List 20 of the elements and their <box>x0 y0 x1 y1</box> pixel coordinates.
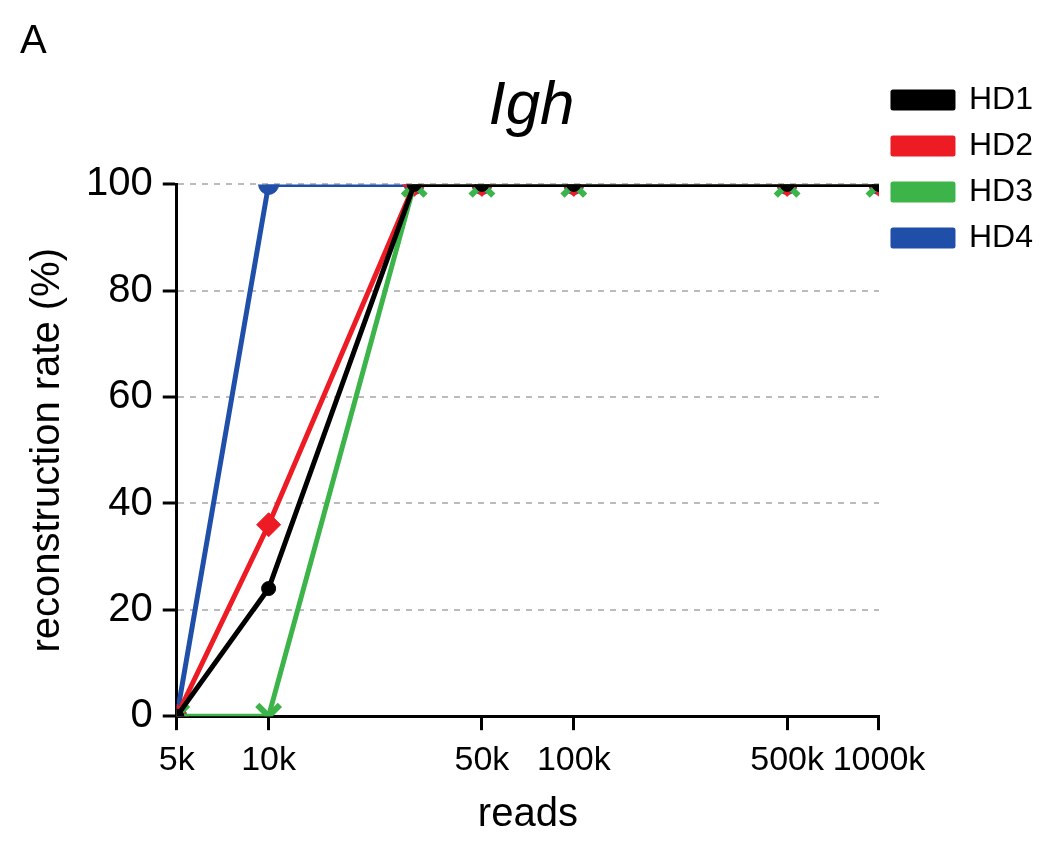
y-tick-label: 0 <box>130 691 153 736</box>
x-tick-label: 500k <box>750 738 825 777</box>
x-tick-label: 100k <box>536 738 612 777</box>
text: A <box>20 17 47 62</box>
legend-label: HD3 <box>968 171 1033 208</box>
chart-title: Igh <box>488 68 575 138</box>
x-tick-label: 5k <box>158 738 196 777</box>
legend-label: HD2 <box>968 125 1033 162</box>
y-axis-title: reconstruction rate (%) <box>23 248 68 653</box>
y-tick-label: 20 <box>108 584 153 629</box>
x-tick-label: 10k <box>241 738 298 777</box>
x-tick-label: 50k <box>454 738 511 777</box>
y-tick-label: 100 <box>85 159 153 204</box>
x-tick-label: 1000k <box>832 738 927 777</box>
y-tick-label: 40 <box>108 478 153 523</box>
x-axis-title: reads <box>477 790 578 835</box>
y-tick-label: 60 <box>108 372 153 417</box>
legend-label: HD1 <box>968 79 1033 116</box>
y-tick-label: 80 <box>108 265 153 310</box>
legend-label: HD4 <box>968 217 1033 254</box>
